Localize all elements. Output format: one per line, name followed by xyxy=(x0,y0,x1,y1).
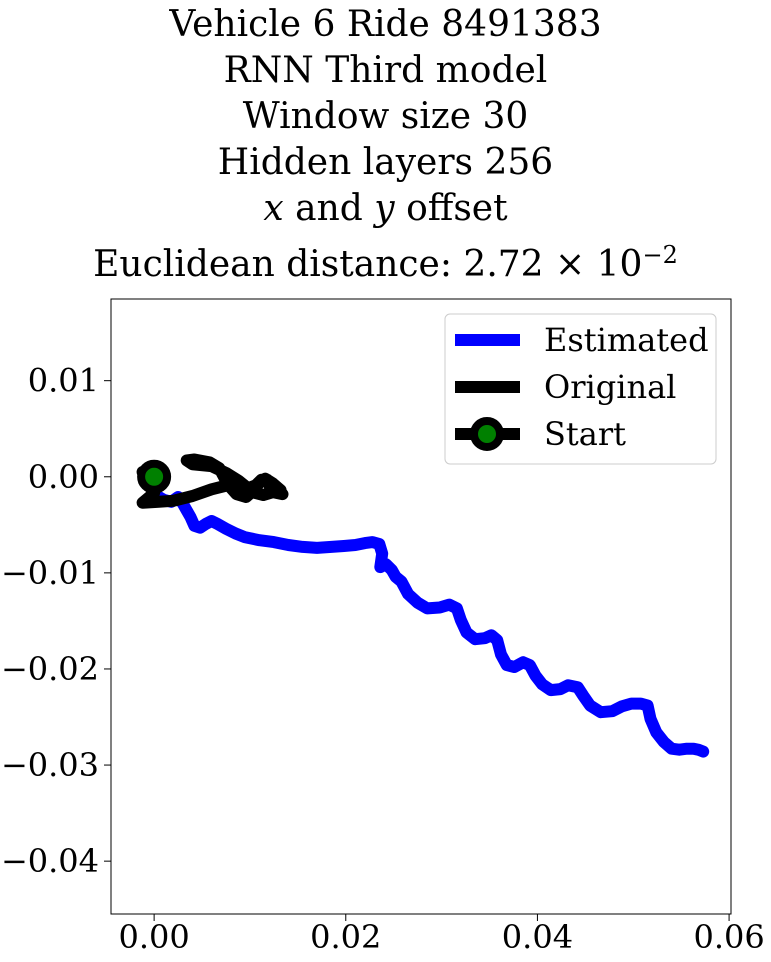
x-tick-label: 0.04 xyxy=(502,918,573,956)
y-tick-label: −0.04 xyxy=(1,842,99,880)
title-line-distance: Euclidean distance: 2.72 × 10−2 xyxy=(0,232,771,288)
y-tick-label: −0.02 xyxy=(1,650,99,688)
chart-title: Vehicle 6 Ride 8491383 RNN Third model W… xyxy=(0,0,771,288)
title-offset-suffix: offset xyxy=(394,188,508,229)
title-line-hidden: Hidden layers 256 xyxy=(217,142,554,183)
start-marker xyxy=(137,459,172,494)
title-distance-exponent: −2 xyxy=(642,241,678,269)
y-tick-label: −0.03 xyxy=(1,746,99,784)
x-tick-label: 0.06 xyxy=(693,918,764,956)
legend-box xyxy=(444,313,717,465)
title-distance-text: Euclidean distance: 2.72 × 10 xyxy=(93,244,643,285)
legend: Estimated Original Start xyxy=(444,313,717,465)
title-offset-and: and xyxy=(283,188,375,229)
x-tick-label: 0.02 xyxy=(310,918,381,956)
legend-label-estimated: Estimated xyxy=(544,321,709,359)
title-line-vehicle: Vehicle 6 Ride 8491383 xyxy=(169,4,602,45)
series-line-original xyxy=(136,453,289,509)
title-line-offset: x and y offset xyxy=(0,186,771,232)
title-offset-y: y xyxy=(374,188,395,229)
y-tick-label: 0.01 xyxy=(28,362,99,400)
legend-label-original: Original xyxy=(544,368,676,406)
plot-frame xyxy=(110,298,732,915)
title-line-model: RNN Third model xyxy=(223,50,548,91)
series-line-estimated xyxy=(148,488,710,758)
y-tick-label: −0.01 xyxy=(1,554,99,592)
legend-label-start: Start xyxy=(544,415,626,453)
title-line-window: Window size 30 xyxy=(242,96,529,137)
axis-layer: 0.00 0.02 0.04 0.06 0.01 0.00 −0.01 −0.02 −0.03 −… xyxy=(1,362,765,956)
series-layer xyxy=(136,453,710,758)
legend-start-marker xyxy=(470,417,504,451)
x-tick-label: 0.00 xyxy=(118,918,189,956)
y-tick-label: 0.00 xyxy=(28,458,99,496)
title-offset-x: x xyxy=(263,188,284,229)
